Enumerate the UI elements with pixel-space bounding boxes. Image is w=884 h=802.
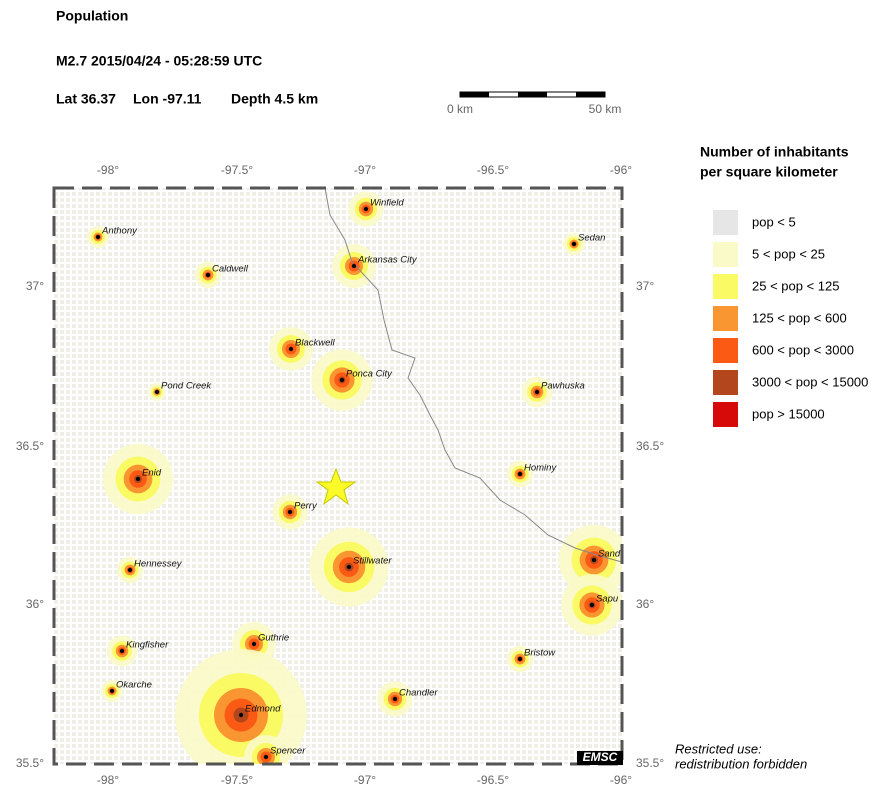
city-label: Ponca City — [346, 369, 393, 380]
notice: redistribution forbidden — [675, 756, 807, 771]
city-dot — [591, 557, 597, 563]
map-frame — [52, 186, 624, 766]
lon-label: -98° — [97, 163, 119, 177]
legend-label: pop > 15000 — [752, 406, 825, 421]
legend-label: 5 < pop < 25 — [752, 246, 825, 261]
city-dot — [392, 696, 398, 702]
legend-swatch — [713, 402, 738, 427]
legend-swatch — [713, 370, 738, 395]
city-label: Sand — [598, 549, 621, 560]
lon-label: -98° — [97, 773, 119, 787]
lat-label: 35.5° — [16, 756, 44, 770]
city-dot — [517, 656, 523, 662]
lat: Lat 36.37 — [56, 91, 116, 107]
legend-label: 3000 < pop < 15000 — [752, 374, 868, 389]
scale-bar: 0 km 50 km — [447, 91, 622, 116]
city-label: Chandler — [399, 688, 438, 699]
city-label: Pond Creek — [161, 381, 212, 392]
lon-label: -96° — [610, 163, 632, 177]
lat-label: 37° — [26, 279, 44, 293]
city-dot — [589, 602, 595, 608]
city-label: Spencer — [270, 746, 306, 757]
city-dot — [346, 564, 352, 570]
city-label: Hominy — [524, 463, 557, 474]
city-dot — [287, 509, 293, 515]
city-label: Stillwater — [353, 556, 392, 567]
city-dot — [251, 641, 257, 647]
city-label: Hennessey — [134, 559, 183, 570]
legend-title: per square kilometer — [700, 164, 838, 180]
lon-label: -97° — [354, 773, 376, 787]
legend-swatch — [713, 210, 738, 235]
city-label: Blackwell — [295, 338, 335, 349]
lon: Lon -97.11 — [133, 91, 202, 107]
city-dot — [127, 567, 133, 573]
city-label: Caldwell — [212, 264, 249, 275]
legend-swatch — [713, 274, 738, 299]
city-label: Winfield — [370, 198, 404, 209]
city-label: Pawhuska — [541, 381, 585, 392]
legend-swatch — [713, 338, 738, 363]
city-label: Sapu — [596, 594, 619, 605]
title: Population — [56, 8, 128, 24]
lon-label: -96° — [610, 773, 632, 787]
city-dot — [351, 263, 357, 269]
city-dot — [571, 241, 577, 247]
city-label: Kingfisher — [126, 640, 169, 651]
city-dot — [339, 377, 345, 383]
city-label: Arkansas City — [357, 255, 418, 266]
city-dot — [534, 389, 540, 395]
lon-label: -97.5° — [221, 163, 253, 177]
city-label: Okarche — [116, 680, 152, 691]
lon-label: -97.5° — [221, 773, 253, 787]
scale-end: 50 km — [589, 102, 622, 116]
city-dot — [205, 272, 211, 278]
city-dot — [363, 206, 369, 212]
lat-label: 36° — [26, 597, 44, 611]
city-dot — [109, 688, 115, 694]
lon-label: -96.5° — [477, 163, 509, 177]
epicenter — [315, 467, 357, 506]
city-dot — [119, 648, 125, 654]
city-label: Perry — [294, 501, 318, 512]
city-dot — [517, 471, 523, 477]
event: M2.7 2015/04/24 - 05:28:59 UTC — [56, 53, 262, 69]
city-dot — [154, 389, 160, 395]
city-dot — [135, 476, 141, 482]
lat-label: 36.5° — [636, 439, 664, 453]
lon-label: -96.5° — [477, 773, 509, 787]
lat-label: 36.5° — [16, 439, 44, 453]
logo-box — [577, 751, 623, 765]
city-label: Guthrie — [258, 633, 289, 644]
lat-label: 36° — [636, 597, 654, 611]
legend-label: pop < 5 — [752, 214, 796, 229]
city-label: Sedan — [578, 233, 605, 244]
lat-label: 35.5° — [636, 756, 664, 770]
city-label: Anthony — [101, 226, 138, 237]
legend-label: 600 < pop < 3000 — [752, 342, 854, 357]
city-label: Enid — [142, 468, 162, 479]
scale-start: 0 km — [447, 102, 473, 116]
notice: Restricted use: — [675, 741, 762, 756]
city-label: Bristow — [524, 648, 556, 659]
logo: EMSC — [583, 750, 618, 764]
depth: Depth 4.5 km — [231, 91, 318, 107]
legend-title: Number of inhabitants — [700, 144, 849, 160]
lat-label: 37° — [636, 279, 654, 293]
city-dot — [238, 712, 244, 718]
city-dot — [263, 754, 269, 760]
legend-label: 25 < pop < 125 — [752, 278, 839, 293]
city-dot — [288, 346, 294, 352]
city-dot — [95, 234, 101, 240]
legend-swatch — [713, 242, 738, 267]
legend-swatch — [713, 306, 738, 331]
lon-label: -97° — [354, 163, 376, 177]
city-label: Edmond — [245, 704, 281, 715]
legend-label: 125 < pop < 600 — [752, 310, 847, 325]
